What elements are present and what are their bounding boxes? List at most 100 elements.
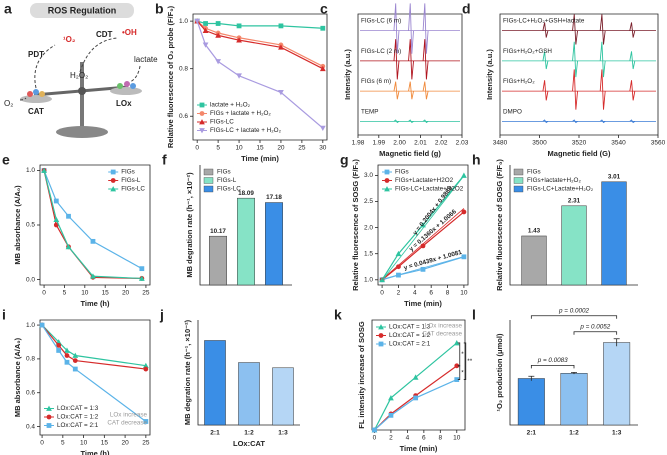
fit-line [381, 175, 465, 281]
marker [202, 42, 209, 48]
panel-letter: g [340, 152, 349, 168]
legend-swatch [513, 185, 524, 193]
x-tick-label: 30 [319, 145, 327, 152]
marker [412, 374, 419, 380]
spectrum-peak [629, 22, 636, 38]
y-tick-label: 0.4 [26, 423, 35, 430]
spectrum-peak [393, 39, 400, 80]
legend-label: LOx:CAT = 2:1 [57, 422, 99, 429]
x-axis-label: Time (min) [400, 444, 438, 453]
marker [39, 322, 45, 328]
axis-frame [509, 165, 638, 286]
marker [53, 222, 59, 228]
x-axis-label: Time (min) [404, 299, 442, 308]
bar [603, 342, 631, 426]
error-bar [528, 375, 535, 381]
trace-label: DMPO [503, 108, 522, 115]
trace-label: TEMP [361, 108, 379, 115]
panel-letter: e [2, 152, 10, 168]
axis-frame [509, 320, 638, 426]
left-pan [20, 95, 52, 103]
trace-label: FIGs-LC (2 m) [361, 48, 401, 55]
x-tick-label: 15 [256, 145, 264, 152]
marker [319, 125, 326, 131]
cluster [27, 91, 33, 97]
x-tick-label: 5 [216, 145, 220, 152]
annotation: LOx increase [425, 323, 463, 330]
x-tick-label: 25 [142, 290, 150, 297]
axis-frame [357, 13, 463, 136]
label-cdt: CDT [96, 30, 113, 39]
legend-label: FIGs+Lactate+H2O2 [395, 177, 454, 184]
y-axis-label: Intensity (a.u.) [485, 49, 494, 100]
legend-label: FIGs [121, 169, 135, 176]
x-tick-label: 8 [446, 290, 450, 297]
bar [560, 373, 588, 426]
marker [72, 358, 78, 363]
error-bar [571, 371, 577, 375]
marker [278, 44, 284, 50]
spectrum-peak [629, 51, 636, 70]
pivot [78, 87, 86, 95]
marker [236, 23, 242, 29]
x-tick-label: 25 [142, 440, 150, 447]
marker [72, 352, 79, 358]
x-tick-label: 3520 [572, 140, 587, 147]
legend-marker [378, 333, 384, 338]
marker [413, 395, 419, 401]
x-tick-label: 0 [373, 435, 377, 442]
marker [395, 250, 402, 257]
significance-bracket [457, 342, 461, 367]
panel-letter: i [2, 307, 6, 323]
significance-label: ** [467, 358, 472, 365]
trace-label: FIGs+H₂O₂ [503, 78, 535, 85]
value-label: 3.01 [608, 173, 621, 180]
x-tick-label: 0 [195, 145, 199, 152]
legend-label: FIGs + lactate + H₂O₂ [210, 110, 271, 117]
label-lactate: lactate [134, 55, 158, 64]
legend-marker [199, 102, 205, 108]
bar [272, 367, 294, 426]
axis-frame [39, 164, 151, 286]
label-hydroxyl: •OH [122, 28, 137, 37]
significance-bracket [457, 365, 461, 380]
legend-label: FIGs-LC+Lactate+H2O2 [395, 186, 464, 193]
legend-swatch [203, 185, 214, 193]
legend-label: LOx:CAT = 1:2 [57, 414, 99, 421]
axis-frame [192, 13, 328, 141]
y-axis-label: Intensity (a.u.) [343, 49, 352, 100]
significance-bracket [463, 342, 467, 380]
axis-frame [371, 319, 466, 431]
x-tick-label: 10 [235, 145, 243, 152]
fit-line [381, 208, 465, 280]
legend-label: FIGs [527, 169, 541, 176]
marker [202, 27, 209, 34]
arrow-lactate [129, 65, 141, 83]
p-bracket [573, 331, 618, 335]
marker [194, 18, 201, 25]
legend-swatch [513, 168, 524, 176]
spectrum-peak [572, 69, 578, 110]
x-tick-label: 6 [422, 435, 426, 442]
x-tick-label: 0 [380, 290, 384, 297]
panel-a: a ROS Regulation PDT ¹O₂ CDT •OH H₂O₂ la… [4, 1, 158, 138]
spectrum-peak [599, 119, 606, 124]
axis-frame [39, 319, 151, 436]
x-tick-label: 3560 [651, 140, 666, 147]
annotation: LOx increase [110, 412, 148, 419]
error-bar [613, 338, 620, 347]
legend-marker [199, 111, 205, 116]
y-axis-label: MB degration rate (h⁻¹, ×10⁻²) [183, 319, 192, 425]
x-axis-label: Time (min) [241, 154, 279, 163]
legend-label: FIGs-LC+Lactate+H₂O₂ [527, 186, 594, 193]
cluster [33, 89, 39, 95]
series-line [381, 175, 465, 281]
series-line [381, 211, 465, 281]
spectrum-peak [393, 81, 400, 100]
spectrum-peak [599, 41, 606, 78]
spectrum-peak [408, 3, 414, 54]
legend-label: FIGs [217, 169, 231, 176]
x-tick-label: 1:3 [612, 430, 622, 437]
bar [238, 362, 260, 426]
y-axis-label: ¹O₂ production (μmol) [495, 333, 504, 411]
